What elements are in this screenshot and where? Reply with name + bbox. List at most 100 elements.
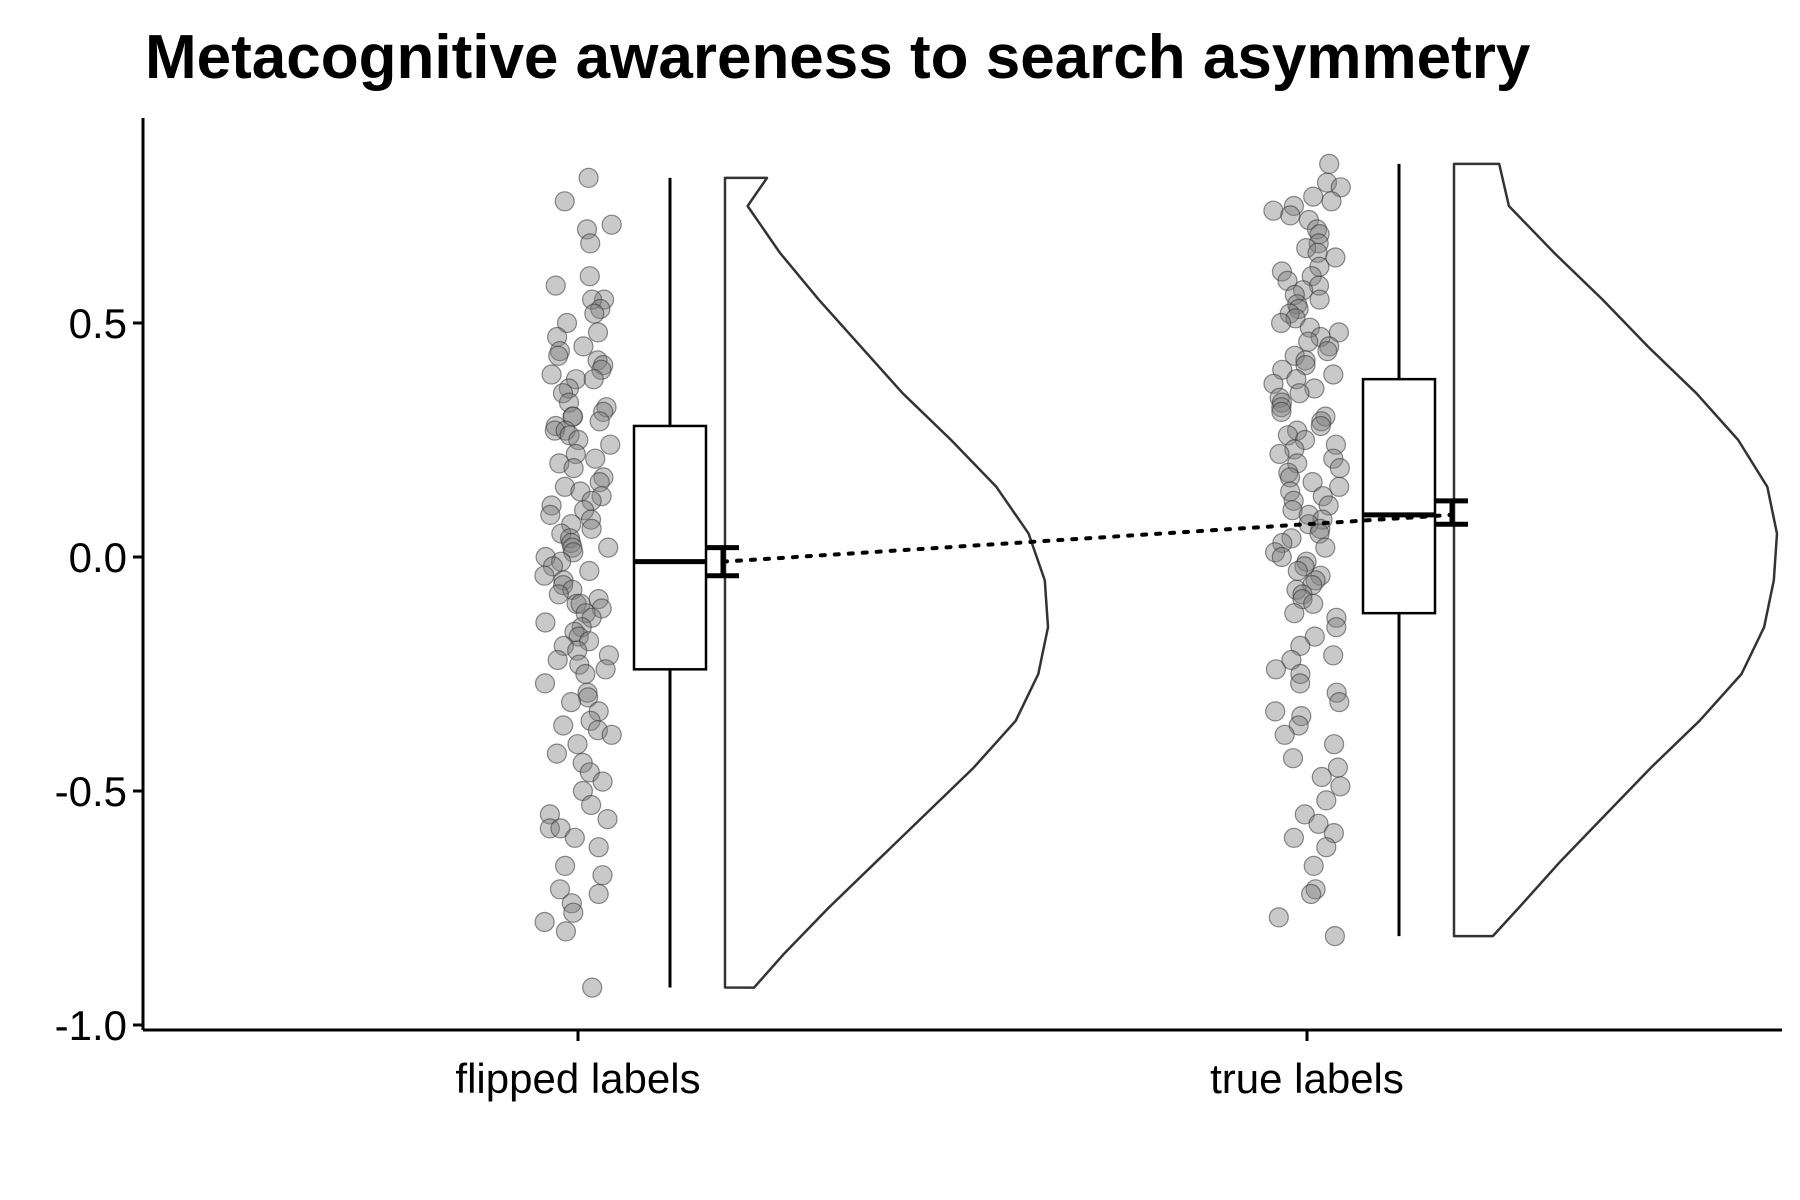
violin-0 [723,176,1050,989]
data-point [1268,907,1289,928]
data-point [601,214,622,235]
data-point [1295,350,1316,371]
data-point [1282,500,1303,521]
data-point [1265,659,1287,680]
violin-1 [1452,162,1779,938]
y-axis: -1.0 -0.5 0.0 0.5 [55,118,145,1049]
data-point [1319,153,1340,174]
data-point [548,345,569,366]
x-tick-label: flipped labels [455,1055,700,1102]
data-point [575,663,596,685]
data-point [1271,397,1292,418]
data-point [1295,355,1316,376]
data-point [573,336,594,357]
data-point [535,612,556,633]
data-point [1309,289,1330,310]
data-point [1265,701,1286,722]
data-point [556,312,578,334]
data-point [598,537,619,558]
data-point [580,233,601,254]
data-point [1298,331,1319,352]
data-point [560,691,582,713]
data-point [1274,724,1295,745]
data-point [554,855,576,877]
data-point [589,411,610,432]
x-axis: flipped labels true labels [143,1028,1782,1102]
data-point [554,476,576,497]
data-point [548,584,569,605]
data-point [545,275,566,296]
y-tick-label: -1.0 [55,1002,127,1049]
box-iqr [1361,377,1437,615]
data-point [1308,275,1330,296]
data-point [1271,401,1292,422]
data-point [591,486,612,507]
data-point [584,303,605,324]
data-point [1330,177,1351,198]
data-point [1323,645,1344,666]
data-point [1300,883,1322,905]
mean-markers [707,498,1468,579]
data-point [1311,766,1332,788]
data-point [1270,312,1292,334]
data-point [592,771,613,792]
data-point [1303,186,1324,207]
data-point [1316,837,1337,858]
data-point [1326,617,1347,638]
data-point [1296,238,1317,259]
data-point [534,673,556,694]
data-point [1284,603,1305,624]
data-points [534,153,1351,998]
data-point [1321,191,1342,212]
data-point [570,593,591,614]
data-point [588,837,609,858]
data-point [1287,560,1308,582]
data-point [1329,691,1350,713]
data-point [585,448,606,469]
data-point [1288,715,1309,736]
data-point [592,865,613,886]
data-point [587,322,609,343]
data-point [539,804,561,825]
data-point [578,167,599,188]
data-point [1316,790,1337,811]
data-point [1283,827,1305,848]
data-point [1323,734,1345,755]
data-point [1304,626,1325,647]
data-point [1323,364,1344,385]
violins [723,162,1779,989]
data-point [1289,673,1311,694]
data-point [539,818,561,839]
data-point [577,687,599,708]
data-point [600,434,621,455]
boxplots [632,163,1437,988]
data-point [595,659,616,680]
data-point [583,369,604,390]
data-point [1329,458,1351,479]
data-point [1263,200,1284,221]
data-point [564,827,585,848]
data-point [1324,925,1346,947]
data-point [555,921,577,942]
data-point [597,808,618,830]
y-tick-label: 0.0 [69,534,127,581]
data-point [582,977,603,998]
data-point [1325,247,1346,268]
y-tick-label: 0.5 [69,300,127,347]
data-point [601,724,622,745]
data-point [1330,776,1351,797]
data-point [567,734,588,755]
data-point [534,565,555,586]
box-iqr [632,424,708,671]
data-point [1302,472,1323,493]
data-point [553,715,574,736]
data-point [563,902,584,923]
data-point [1329,476,1350,497]
data-point [1303,855,1324,877]
data-point [550,818,571,839]
data-point [579,560,600,582]
data-point [549,879,571,900]
data-point [541,364,562,385]
data-point [1271,546,1292,568]
